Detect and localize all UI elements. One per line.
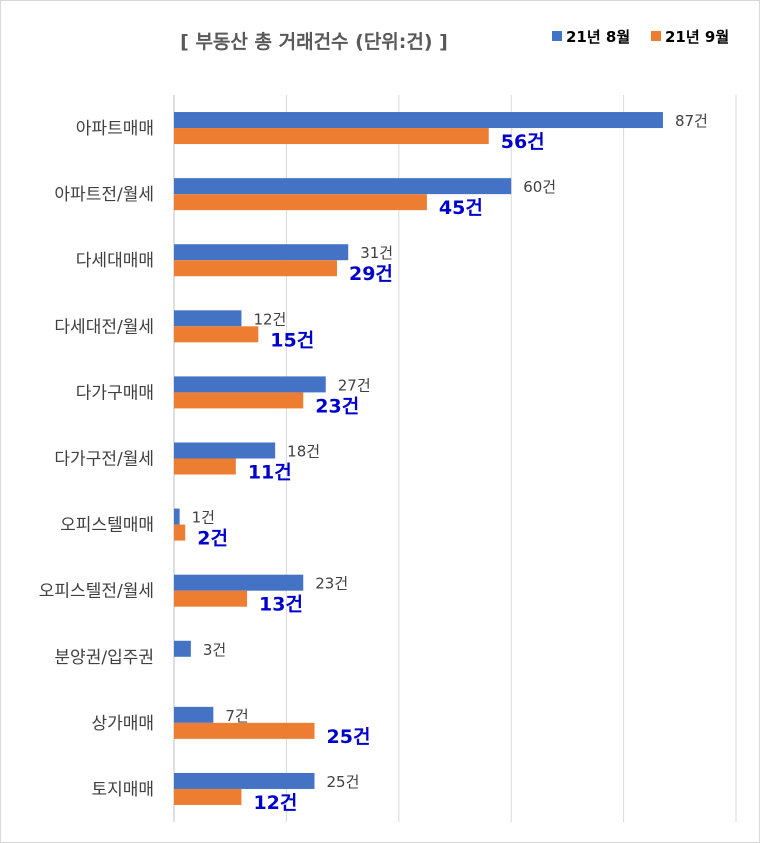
data-label-21-09: 29건: [349, 263, 393, 285]
bar-21-08: [174, 310, 242, 327]
bar-21-08: [174, 574, 304, 591]
bar-21-08: [174, 706, 214, 723]
category-label: 아파트전/월세: [54, 185, 154, 205]
bar-21-09: [174, 788, 242, 805]
bar-21-09: [174, 392, 304, 409]
bar-21-09: [174, 524, 186, 541]
legend-swatch: [552, 31, 562, 41]
bar-21-08: [174, 772, 315, 789]
category-label: 다세대매매: [76, 251, 154, 271]
data-label-21-08: 25건: [327, 773, 360, 791]
data-label-21-08: 23건: [315, 575, 348, 593]
data-label-21-08: 27건: [338, 376, 371, 394]
bar-21-08: [174, 376, 326, 393]
legend: 21년 8월 21년 9월: [552, 28, 729, 46]
category-label: 아파트매매: [76, 119, 154, 139]
category-labels: 아파트매매아파트전/월세다세대매매다세대전/월세다가구매매다가구전/월세오피스텔…: [39, 119, 154, 800]
legend-label: 21년 8월: [566, 28, 630, 46]
bar-21-09: [174, 590, 248, 607]
data-label-21-08: 18건: [287, 443, 320, 461]
category-label: 분양권/입주권: [54, 648, 154, 668]
chart-title: [ 부동산 총 거래건수 (단위:건) ]: [180, 31, 448, 53]
data-label-21-09: 23건: [315, 395, 359, 417]
category-label: 오피스텔전/월세: [39, 582, 154, 602]
gridlines: [173, 95, 737, 822]
bar-21-09: [174, 128, 489, 145]
category-label: 다가구매매: [76, 383, 154, 403]
bar-21-08: [174, 178, 512, 195]
data-label-21-08: 3건: [203, 641, 226, 659]
bar-21-09: [174, 326, 259, 343]
bars: [174, 112, 663, 805]
data-label-21-09: 56건: [501, 131, 545, 153]
data-label-21-08: 87건: [675, 112, 708, 130]
legend-swatch: [651, 31, 661, 41]
data-label-21-09: 45건: [439, 197, 483, 219]
data-label-21-08: 60건: [523, 178, 556, 196]
data-labels: 87건56건60건45건31건29건12건15건27건23건18건11건1건2건…: [192, 112, 708, 814]
bar-21-08: [174, 640, 191, 657]
data-label-21-09: 13건: [259, 594, 303, 616]
data-label-21-08: 7건: [225, 707, 248, 725]
category-label: 토지매매: [91, 780, 154, 800]
bar-21-08: [174, 244, 349, 261]
data-label-21-09: 2건: [197, 528, 228, 550]
data-label-21-08: 1건: [192, 509, 215, 527]
category-label: 오피스텔매매: [60, 516, 154, 536]
category-label: 상가매매: [91, 714, 154, 734]
bar-21-08: [174, 442, 276, 459]
data-label-21-09: 12건: [253, 792, 297, 814]
bar-21-09: [174, 722, 315, 739]
data-label-21-09: 15건: [270, 329, 314, 351]
bar-21-09: [174, 458, 236, 475]
bar-21-08: [174, 112, 663, 129]
bar-21-09: [174, 260, 337, 277]
data-label-21-09: 11건: [248, 462, 292, 484]
category-label: 다가구전/월세: [54, 450, 154, 470]
bar-21-08: [174, 508, 180, 525]
data-label-21-09: 25건: [327, 726, 371, 748]
legend-label: 21년 9월: [665, 28, 729, 46]
bar-21-09: [174, 194, 427, 211]
category-label: 다세대전/월세: [54, 317, 154, 337]
data-label-21-08: 31건: [360, 244, 393, 262]
data-label-21-08: 12건: [253, 310, 286, 328]
